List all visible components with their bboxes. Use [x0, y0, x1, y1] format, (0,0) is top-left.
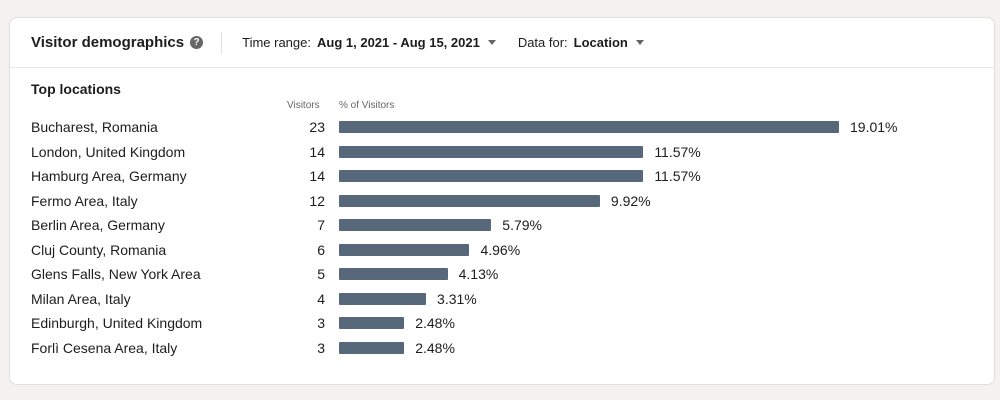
table-row: Forlì Cesena Area, Italy 3 2.48%	[10, 336, 994, 361]
table-row: Edinburgh, United Kingdom 3 2.48%	[10, 311, 994, 336]
location-name: Forlì Cesena Area, Italy	[31, 339, 178, 356]
location-name: Fermo Area, Italy	[31, 192, 138, 209]
time-range-value: Aug 1, 2021 - Aug 15, 2021	[317, 35, 480, 50]
data-for-label: Data for:	[517, 35, 568, 50]
location-name: Glens Falls, New York Area	[31, 266, 201, 282]
percent-bar	[339, 145, 644, 158]
column-header-visitors: Visitors	[287, 100, 320, 111]
card-title: Visitor demographics	[31, 34, 185, 51]
percent-label: 4.13%	[458, 266, 499, 282]
percent-label: 9.92%	[610, 192, 651, 209]
location-name: Milan Area, Italy	[31, 290, 131, 307]
table-row: Cluj County, Romania 6 4.96%	[10, 238, 994, 263]
column-header-percent: % of Visitors	[339, 100, 395, 111]
card-header: Visitor demographics ? Time range: Aug 1…	[10, 18, 994, 68]
location-name: Bucharest, Romania	[31, 119, 158, 135]
percent-label: 11.57%	[654, 168, 701, 184]
percent-label: 11.57%	[654, 143, 701, 160]
visitor-count: 3	[317, 339, 325, 356]
percent-label: 2.48%	[415, 315, 455, 331]
percent-bar	[339, 317, 405, 329]
percent-bar	[339, 121, 839, 133]
data-for-value: Location	[573, 35, 628, 50]
percent-label: 4.96%	[480, 241, 521, 258]
percent-bar	[339, 194, 600, 207]
table-row: Milan Area, Italy 4 3.31%	[10, 287, 994, 312]
visitor-count: 14	[309, 143, 325, 160]
percent-label: 19.01%	[850, 119, 898, 135]
table-row: Glens Falls, New York Area 5 4.13%	[10, 262, 994, 287]
location-name: London, United Kingdom	[31, 143, 186, 160]
visitor-count: 3	[317, 315, 325, 331]
visitor-count: 23	[309, 119, 325, 135]
data-for-dropdown[interactable]: Data for: Location	[518, 35, 644, 50]
visitor-count: 7	[317, 217, 325, 233]
percent-label: 2.48%	[415, 339, 455, 356]
percent-bar	[339, 341, 405, 354]
percent-bar	[339, 243, 470, 256]
percent-bar	[339, 170, 644, 182]
visitor-count: 12	[309, 192, 325, 209]
visitor-count: 4	[317, 290, 325, 307]
location-name: Berlin Area, Germany	[31, 217, 165, 233]
caret-down-icon	[635, 40, 644, 45]
time-range-dropdown[interactable]: Time range: Aug 1, 2021 - Aug 15, 2021	[242, 35, 496, 50]
percent-bar	[339, 219, 492, 231]
visitor-count: 6	[317, 241, 325, 258]
caret-down-icon	[487, 40, 496, 45]
location-name: Edinburgh, United Kingdom	[31, 315, 203, 331]
visitor-count: 5	[317, 266, 325, 282]
percent-bar	[339, 268, 448, 280]
header-divider	[221, 31, 223, 54]
percent-label: 3.31%	[437, 290, 477, 307]
question-circle-icon[interactable]: ?	[190, 36, 204, 49]
percent-label: 5.79%	[502, 217, 542, 233]
table-row: London, United Kingdom 14 11.57%	[10, 140, 994, 165]
percent-bar	[339, 292, 427, 305]
location-name: Cluj County, Romania	[31, 241, 167, 258]
table-row: Fermo Area, Italy 12 9.92%	[10, 189, 994, 214]
visitor-count: 14	[309, 168, 325, 184]
time-range-label: Time range:	[242, 35, 311, 50]
table-row: Berlin Area, Germany 7 5.79%	[10, 213, 994, 238]
location-name: Hamburg Area, Germany	[31, 168, 187, 184]
visitor-demographics-card: Visitor demographics ? Time range: Aug 1…	[9, 17, 995, 385]
table-row: Hamburg Area, Germany 14 11.57%	[10, 164, 994, 189]
table-row: Bucharest, Romania 23 19.01%	[10, 115, 994, 140]
section-title: Top locations	[31, 81, 121, 97]
locations-chart: Bucharest, Romania 23 19.01% London, United…	[10, 115, 994, 360]
